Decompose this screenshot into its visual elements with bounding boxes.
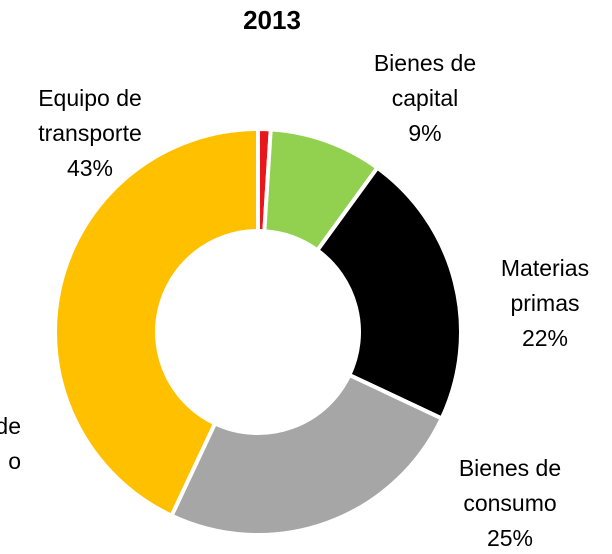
chart-title: 2013 [243, 5, 301, 35]
segment-label: Materias [501, 255, 589, 281]
segment-label: Bienes de [459, 455, 561, 481]
segment-label: Equipo de [38, 85, 142, 111]
donut-segment [314, 164, 463, 422]
value-label: 9% [408, 120, 441, 146]
donut-segment [53, 126, 260, 519]
clipped-label: o [8, 448, 21, 474]
value-label: 22% [522, 325, 568, 351]
segment-label: transporte [38, 120, 142, 146]
value-label: 25% [487, 525, 533, 551]
segment-label: consumo [463, 490, 556, 516]
value-label: 43% [67, 155, 113, 181]
segment-label: primas [510, 290, 579, 316]
donut-segment [168, 372, 445, 537]
segment-label: capital [392, 85, 458, 111]
clipped-label: de [0, 413, 21, 439]
segment-label: Bienes de [374, 50, 476, 76]
